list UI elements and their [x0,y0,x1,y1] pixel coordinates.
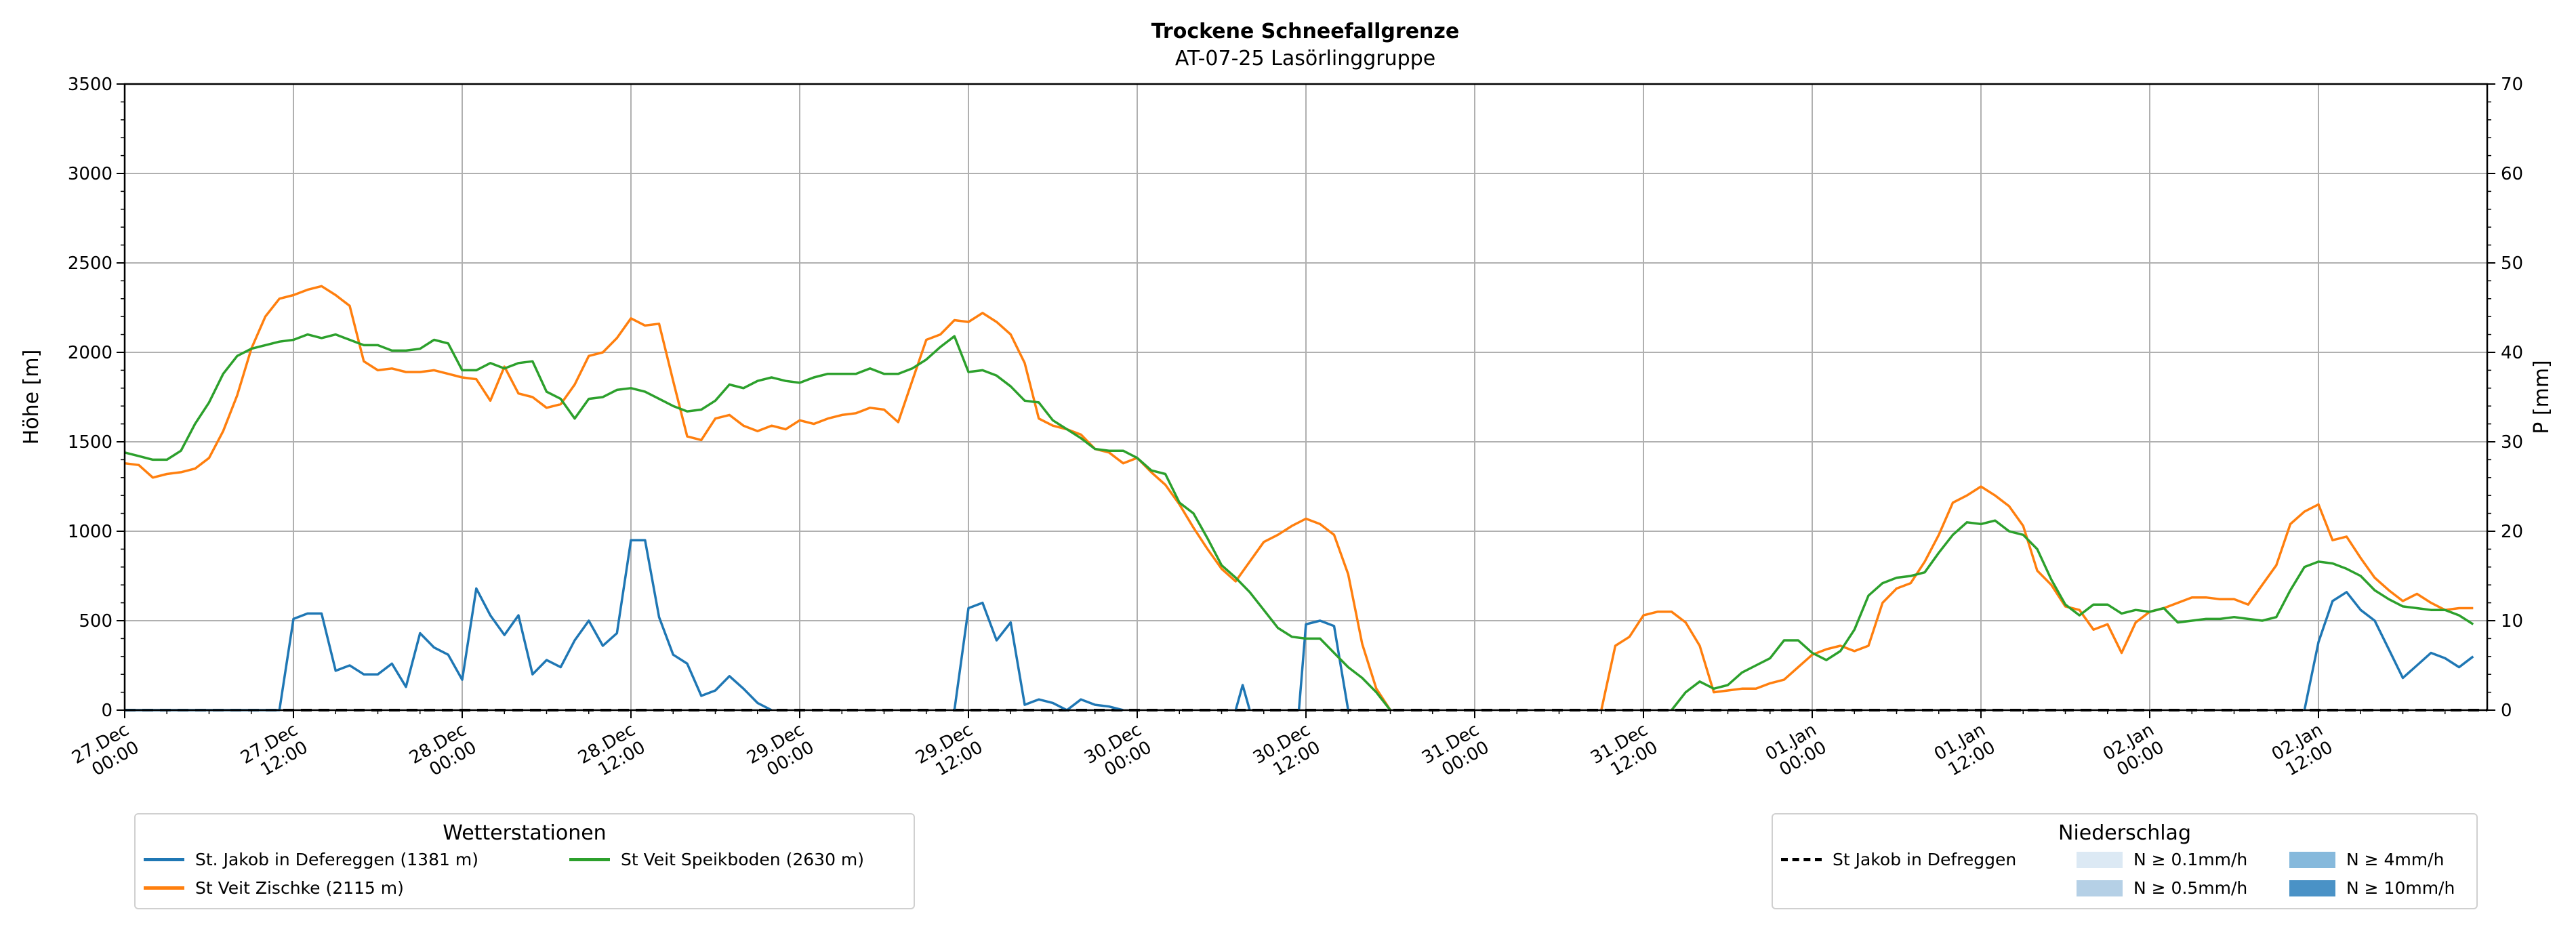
y-axis-right: 0 10 20 30 40 50 60 70 [2487,75,2523,721]
y2-tick-label: 50 [2501,253,2523,274]
legend-item: St Veit Zischke (2115 m) [144,878,404,898]
y2-tick-label: 30 [2501,432,2523,453]
chart-subtitle: AT-07-25 Lasörlinggruppe [1175,47,1435,70]
series-layer [124,285,2487,711]
y2-tick-label: 70 [2501,75,2523,95]
series-line-2 [124,333,1391,711]
legend-item: N ≥ 0.1mm/h [2077,850,2247,869]
y-tick-label: 0 [101,701,113,721]
legend-item: St Veit Speikboden (2630 m) [569,850,864,869]
y2-tick-label: 0 [2501,701,2512,721]
grid [124,83,2487,711]
legend-item: N ≥ 10mm/h [2289,878,2455,898]
legend-precip: Niederschlag St Jakob in Defreggen N ≥ 0… [1772,813,2478,909]
y2-tick-label: 60 [2501,164,2523,184]
series-line-0 [1297,619,1350,711]
y2-tick-label: 40 [2501,343,2523,363]
legend-label: St Veit Speikboden (2630 m) [621,850,865,869]
legend-item: St. Jakob in Defereggen (1381 m) [144,850,478,869]
y-tick-label: 500 [79,611,113,632]
legend-label: St Jakob in Defreggen [1833,850,2017,869]
legend-label: N ≥ 0.5mm/h [2133,878,2248,898]
legend-precip-title: Niederschlag [2058,821,2191,845]
legend-swatch [2077,880,2123,896]
y-tick-label: 1000 [68,522,113,542]
y-tick-label: 3500 [68,75,113,95]
legend-swatch [2289,851,2335,868]
chart-title: Trockene Schneefallgrenze [1151,20,1459,43]
legend-label: N ≥ 10mm/h [2346,878,2455,898]
legend-swatch [2289,880,2335,896]
series-line-0 [953,601,1124,711]
legend-label: St. Jakob in Defereggen (1381 m) [195,850,478,869]
series-line-2 [1671,519,2474,711]
y-axis-label: Höhe [m] [20,350,43,445]
series-line-0 [2303,591,2474,711]
series-line-1 [1600,485,2474,711]
y-tick-label: 2000 [68,343,113,363]
y-tick-label: 1500 [68,432,113,453]
y-tick-label: 2500 [68,253,113,274]
legend-item: N ≥ 4mm/h [2289,850,2444,869]
series-line-0 [1234,684,1251,711]
legend-label: N ≥ 4mm/h [2346,850,2445,869]
legend-swatch [569,858,610,861]
legend-swatch [1781,858,1822,861]
legend-label: St Veit Zischke (2115 m) [195,878,404,898]
legend-swatch [144,886,184,890]
y2-tick-label: 20 [2501,522,2523,542]
legend-label: N ≥ 0.1mm/h [2133,850,2248,869]
legend-swatch [2077,851,2123,868]
y2-tick-label: 10 [2501,611,2523,632]
legend-item: St Jakob in Defreggen [1781,850,2016,869]
y2-axis-label: P [mm] [2530,360,2554,434]
series-line-0 [125,539,773,711]
legend-stations: Wetterstationen St. Jakob in Defereggen … [134,813,915,909]
series-line-1 [124,285,1391,711]
legend-stations-title: Wetterstationen [443,821,607,845]
y-axis-left: 0 500 1000 1500 2000 2500 3000 3500 [68,75,125,721]
legend-swatch [144,858,184,861]
y-tick-label: 3000 [68,164,113,184]
legend-item: N ≥ 0.5mm/h [2077,878,2247,898]
